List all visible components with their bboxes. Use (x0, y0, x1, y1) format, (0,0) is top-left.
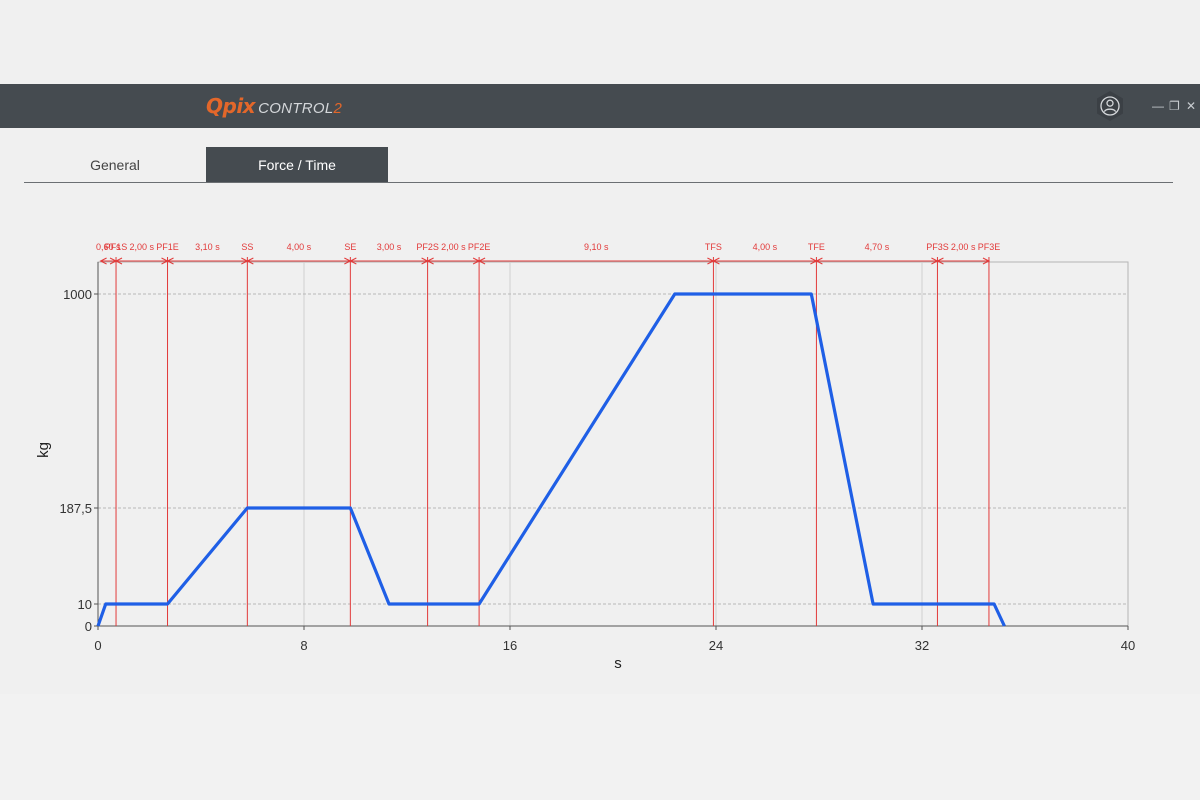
logo-brand: Qpix (206, 94, 256, 118)
tab-general[interactable]: General (90, 157, 140, 173)
marker-label: PF3S (926, 242, 949, 252)
marker-label: PF1E (156, 242, 179, 252)
y-tick-label: 0 (85, 619, 92, 634)
app-logo: Qpix CONTROL2 (206, 94, 342, 118)
duration-label: 9,10 s (584, 242, 609, 252)
restore-button[interactable]: ❐ (1169, 99, 1180, 113)
x-tick-label: 40 (1121, 638, 1135, 653)
duration-label: 2,00 s (130, 242, 155, 252)
duration-label: 0,60 s (96, 242, 121, 252)
force-time-chart: 0 8 16 24 32 40 0 10 187,5 1000 s kg PF1S PF1E SS SE PF2… (35, 242, 1135, 672)
arrow-head-right (982, 257, 991, 265)
close-button[interactable]: ✕ (1186, 99, 1197, 113)
arrow-head-left (815, 257, 823, 265)
duration-label: 3,00 s (377, 242, 402, 252)
duration-label: 4,00 s (287, 242, 312, 252)
x-tick-label: 0 (94, 638, 101, 653)
duration-label: 4,00 s (753, 242, 778, 252)
arrow-head-left (712, 257, 720, 265)
force-series-line (96, 292, 1006, 627)
duration-label: 2,00 s (951, 242, 976, 252)
tab-bar: General Force / Time (24, 147, 1173, 183)
title-bar: Qpix CONTROL2 — ❐ ✕ (0, 84, 1200, 128)
marker-label: SE (344, 242, 356, 252)
tab-force-time[interactable]: Force / Time (206, 147, 388, 182)
marker-label: PF3E (978, 242, 1001, 252)
marker-label: TFE (808, 242, 825, 252)
arrow-head-left (246, 257, 254, 265)
x-tick-label: 32 (915, 638, 929, 653)
user-circle-icon (1097, 91, 1123, 121)
logo-product: CONTROL (258, 100, 334, 117)
arrow-head-left (114, 257, 123, 265)
x-axis-title: s (614, 655, 622, 672)
x-tick-label: 24 (709, 638, 723, 653)
duration-label: 4,70 s (865, 242, 890, 252)
marker-label: TFS (705, 242, 722, 252)
x-tick-label: 8 (300, 638, 307, 653)
plot-area (97, 261, 1129, 627)
y-tick-label: 1000 (63, 287, 92, 302)
arrow-head-left (936, 257, 944, 265)
logo-version: 2 (333, 100, 342, 117)
x-tick-label: 16 (503, 638, 517, 653)
marker-label: PF1S (105, 242, 128, 252)
marker-label: PF2S (416, 242, 439, 252)
arrow-head-left (426, 257, 434, 265)
user-account-button[interactable] (1094, 90, 1126, 122)
arrow-head-left (99, 257, 107, 265)
marker-label: PF2E (468, 242, 491, 252)
marker-label: SS (241, 242, 253, 252)
duration-label: 2,00 s (441, 242, 466, 252)
arrow-head-left (166, 257, 174, 265)
main-content: General Force / Time 0 8 16 24 32 40 0 10 187,5 1… (0, 128, 1200, 694)
footer-area (0, 694, 1200, 800)
arrow-head-left (477, 257, 486, 265)
y-tick-label: 10 (78, 597, 92, 612)
arrow-head-left (349, 257, 357, 265)
y-axis-title: kg (35, 442, 52, 458)
duration-label: 3,10 s (195, 242, 220, 252)
minimize-button[interactable]: — (1152, 99, 1164, 113)
y-tick-label: 187,5 (59, 501, 92, 516)
tab-divider (24, 182, 1173, 183)
